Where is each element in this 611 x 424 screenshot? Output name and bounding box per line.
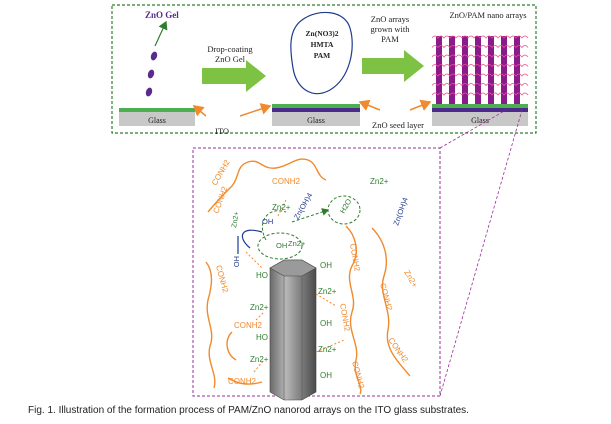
pam-coil-6: [431, 83, 529, 87]
product-label: ZnO/PAM nano arrays: [449, 10, 526, 20]
zn-ion-8: Zn2+: [250, 355, 269, 364]
oh-5: OH: [276, 241, 287, 250]
glass-label-2: Glass: [307, 116, 325, 125]
pam-coil-2: [431, 45, 529, 49]
zn-ion-6: Zn2+: [318, 287, 337, 296]
step-arrow-1: [202, 60, 266, 92]
step2-label-line2: grown with: [371, 24, 411, 34]
ho-2: HO: [256, 333, 268, 342]
gel-direction-arrow: [154, 20, 168, 47]
solution-blob: [290, 11, 353, 95]
step1-label-line1: Drop-coating: [207, 44, 253, 54]
ho-3: HO: [232, 256, 241, 267]
zn-ion-5: Zn2+: [250, 303, 269, 312]
oh-3: OH: [320, 371, 332, 380]
conh2-3: CONH2: [211, 185, 229, 215]
nanorod-3: [462, 36, 468, 104]
zno-gel-label: ZnO Gel: [145, 10, 179, 20]
zincate-2: Zn(OH)4: [391, 196, 409, 226]
zoom-panel-border: [192, 147, 441, 397]
conh2-6: CONH2: [228, 377, 257, 386]
conh2-5: CONH2: [234, 321, 263, 330]
zoom-guide-right: [439, 109, 523, 397]
glass-label-1: Glass: [148, 116, 166, 125]
ito-label: ITO: [215, 126, 229, 136]
pam-coil-3: [431, 54, 529, 58]
conh2-2: CONH2: [272, 177, 301, 186]
zn-ion-1: Zn2+: [272, 203, 291, 212]
zno-nanorod: [269, 259, 317, 401]
solution-line1: Zn(NO3)2: [306, 29, 339, 38]
zn-ion-7: Zn2+: [318, 345, 337, 354]
pam-chains: [205, 158, 411, 395]
solution-line3: PAM: [314, 51, 331, 60]
nanorod-6: [501, 36, 507, 104]
ito-pointer-right: [239, 103, 272, 117]
ito-pointer-left: [192, 105, 207, 117]
zn-ion-4: Zn2+: [288, 239, 306, 248]
zn-ion-9: Zn2+: [402, 269, 419, 290]
conh2-4: CONH2: [214, 264, 230, 294]
nanorod-1: [436, 36, 442, 104]
pam-coil-4: [431, 64, 529, 68]
top-panel-border: [111, 4, 537, 134]
nanorod-5: [488, 36, 494, 104]
pam-coil-5: [431, 73, 529, 77]
binding-links: [237, 195, 361, 373]
substrate-2: Glass: [272, 104, 360, 126]
nanorod-7: [514, 36, 520, 104]
step1-label-line2: ZnO Gel: [215, 54, 246, 64]
conh2-11: CONH2: [386, 336, 410, 365]
nanorod-4: [475, 36, 481, 104]
conh2-7: CONH2: [348, 243, 362, 273]
glass-label-3: Glass: [471, 116, 489, 125]
seed-label: ZnO seed layer: [372, 120, 424, 130]
step2-label-line3: PAM: [381, 34, 399, 44]
zn-ion-3: Zn2+: [231, 211, 241, 228]
zn-ion-2: Zn2+: [370, 177, 389, 186]
step-arrow-2: [362, 50, 424, 82]
zoom-guide-left: [439, 109, 507, 149]
conh2-9: CONH2: [350, 360, 366, 390]
oh-1: OH: [320, 261, 332, 270]
pam-coil-7: [431, 92, 529, 96]
conh2-8: CONH2: [338, 303, 352, 333]
conh2-1: CONH2: [210, 158, 232, 187]
h2o-molecule: H2O: [338, 197, 354, 215]
oh-4: OH: [262, 217, 273, 226]
step2-label-line1: ZnO arrays: [371, 14, 409, 24]
gel-drops: [145, 51, 158, 97]
conh2-10: CONH2: [378, 282, 394, 312]
oh-2: OH: [320, 319, 332, 328]
ho-1: HO: [256, 271, 268, 280]
nanorod-2: [449, 36, 455, 104]
solution-line2: HMTA: [311, 40, 334, 49]
substrate-1: Glass: [119, 108, 195, 126]
nanorod-array: [431, 35, 529, 104]
figure-caption: Fig. 1. Illustration of the formation pr…: [28, 405, 469, 416]
seed-pointer-left: [358, 99, 381, 111]
seed-pointer-right: [409, 99, 432, 111]
pam-coil-1: [431, 35, 529, 39]
substrate-3: Glass: [432, 104, 528, 126]
zincate-1: Zn(OH)4: [292, 191, 314, 221]
